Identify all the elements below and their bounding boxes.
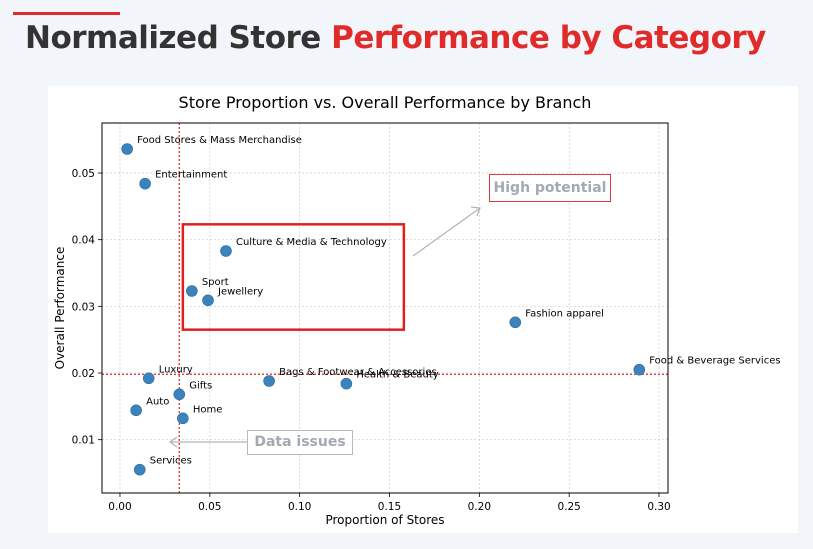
slide-title: Normalized Store Performance by Category [25,20,766,56]
data-point [133,463,146,476]
data-issues-arrow-head [168,436,178,448]
point-label: Auto [146,396,169,407]
data-point [130,404,142,417]
point-label: Food Stores & Mass Merchandise [137,135,302,146]
x-tick-label: 0.25 [557,501,580,513]
point-label: Bags & Footwear & Accessories [279,367,437,378]
data-point [142,372,155,385]
axis-ticks: 0.00 0.05 0.10 0.15 0.20 0.25 0.30 0.01 0.02 0.03… [72,168,671,513]
y-tick-label: 0.05 [72,168,95,180]
chart-card: Store Proportion vs. Overall Performance… [48,86,798,533]
data-point [121,143,133,155]
x-tick-label: 0.15 [378,501,401,513]
title-accent-rule [13,12,120,15]
slide-title-dark: Normalized Store [25,20,321,56]
data-point [220,245,232,257]
slide-title-red: Performance by Category [331,20,766,56]
y-axis-label: Overall Performance [53,247,67,370]
x-tick-label: 0.20 [468,501,491,513]
point-label: Health & Beauty [356,370,438,381]
point-label: Culture & Media & Technology [236,237,387,248]
x-axis-label: Proportion of Stores [325,513,444,527]
data-issues-callout: Data issues [247,430,353,455]
data-point [340,377,353,390]
x-tick-label: 0.10 [288,501,311,513]
highlight-region [181,223,406,331]
point-label: Services [150,456,192,467]
data-point [173,388,186,401]
high-potential-box [181,223,406,331]
data-point [139,177,151,190]
reference-lines [102,123,668,493]
point-label: Entertainment [155,170,227,181]
plot-frame [101,122,669,494]
data-point [263,375,275,387]
y-tick-label: 0.02 [72,368,95,380]
high-potential-arrow-line [412,207,481,257]
y-tick-label: 0.03 [72,301,95,313]
data-point [509,316,522,329]
point-label: Food & Beverage Services [649,356,780,367]
point-label: Luxury [159,364,193,375]
chart-title: Store Proportion vs. Overall Performance… [179,93,592,112]
x-tick-label: 0.30 [647,501,670,513]
data-point [186,285,198,297]
y-tick-label: 0.04 [72,235,96,247]
y-tick-label: 0.01 [72,435,95,447]
point-label: Jewellery [217,286,263,297]
point-label: Gifts [189,380,212,391]
point-label: Sport [202,277,229,288]
point-label: Home [193,404,223,415]
high-potential-callout: High potential [489,174,611,202]
x-tick-label: 0.00 [108,501,131,513]
data-point [202,294,214,307]
x-tick-label: 0.05 [198,501,221,513]
high-potential-arrow-head [470,206,481,217]
scatter-chart: Store Proportion vs. Overall Performance… [53,93,781,527]
data-points: Food Stores & Mass Merchandise Entertainm… [121,135,781,476]
data-point [177,412,189,425]
data-point [633,363,646,376]
point-label: Fashion apparel [525,308,604,319]
